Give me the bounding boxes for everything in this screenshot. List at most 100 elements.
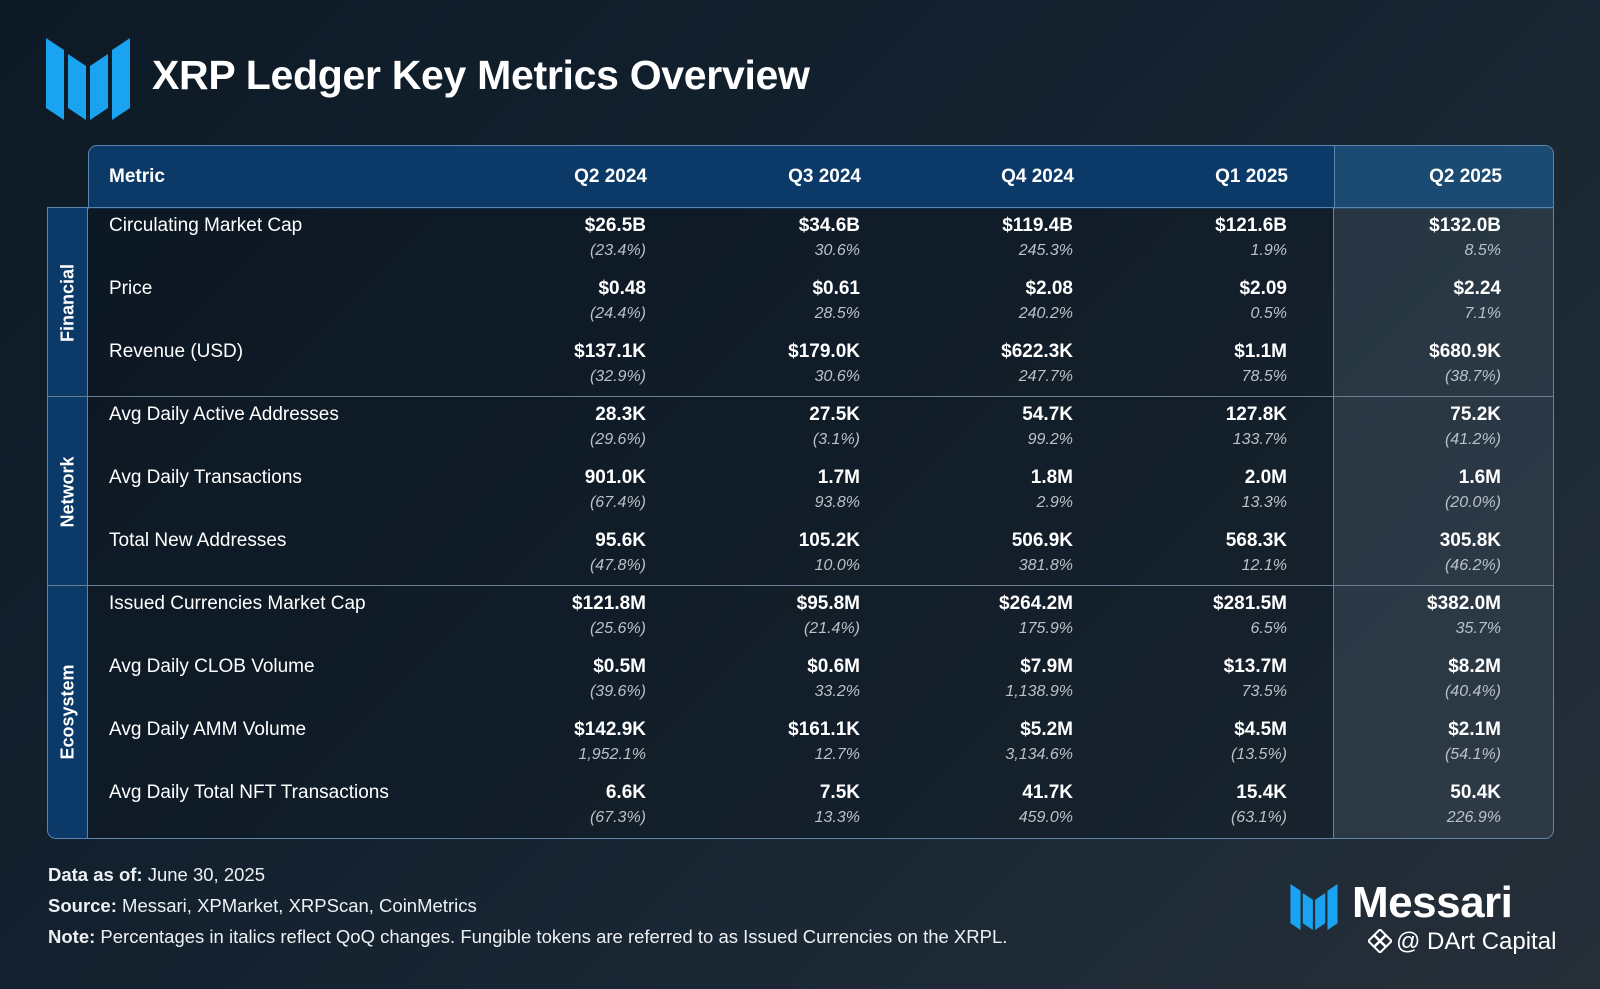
metric-value: $0.61 — [812, 278, 860, 299]
qoq-change: 10.0% — [814, 557, 860, 574]
qoq-change: 381.8% — [1018, 557, 1073, 574]
qoq-change: (29.6%) — [589, 431, 646, 448]
metric-value: $121.8M — [572, 593, 646, 614]
footer-note: Note: Percentages in italics reflect QoQ… — [48, 926, 1007, 948]
table-row: Total New Addresses 95.6K (47.8%) 105.2K 10.… — [48, 523, 1553, 586]
metric-name: Avg Daily Total NFT Transactions — [109, 782, 389, 803]
metric-value: $2.09 — [1239, 278, 1287, 299]
data-as-of-label: Data as of: — [48, 864, 143, 885]
metric-name: Circulating Market Cap — [109, 215, 303, 236]
metric-value: 127.8K — [1225, 404, 1287, 425]
metric-value: 41.7K — [1022, 782, 1073, 803]
metric-value: $281.5M — [1213, 593, 1287, 614]
column-header-q2-2025: Q2 2025 — [1429, 166, 1502, 187]
metric-value: $161.1K — [788, 719, 860, 740]
metric-value: $132.0B — [1429, 215, 1501, 236]
messari-brand-logo-icon — [1290, 884, 1338, 930]
qoq-change: (21.4%) — [803, 620, 860, 637]
metric-name: Price — [109, 278, 153, 299]
qoq-change: (3.1%) — [812, 431, 860, 448]
metric-value: $0.5M — [593, 656, 646, 677]
metric-value: 305.8K — [1439, 530, 1501, 551]
qoq-change: 133.7% — [1232, 431, 1287, 448]
metric-value: $119.4B — [1002, 215, 1073, 236]
column-header-metric: Metric — [109, 166, 165, 187]
footer-source: Source: Messari, XPMarket, XRPScan, Coin… — [48, 895, 477, 917]
qoq-change: (20.0%) — [1444, 494, 1501, 511]
qoq-change: (24.4%) — [589, 305, 646, 322]
metric-name: Avg Daily Active Addresses — [109, 404, 339, 425]
qoq-change: (41.2%) — [1444, 431, 1501, 448]
table-row: Avg Daily Active Addresses 28.3K (29.6%) 27… — [48, 397, 1553, 460]
metric-value: $179.0K — [788, 341, 860, 362]
messari-logo-icon — [46, 38, 130, 120]
metric-value: $34.6B — [798, 215, 860, 236]
column-header-q4-2024: Q4 2024 — [1001, 166, 1074, 187]
metric-value: 7.5K — [819, 782, 860, 803]
metric-value: $1.1M — [1234, 341, 1287, 362]
qoq-change: 78.5% — [1241, 368, 1287, 385]
qoq-change: 12.1% — [1241, 557, 1287, 574]
qoq-change: 1,138.9% — [1005, 683, 1073, 700]
qoq-change: (47.8%) — [589, 557, 646, 574]
metric-value: $95.8M — [796, 593, 860, 614]
metric-value: $137.1K — [574, 341, 646, 362]
qoq-change: (25.6%) — [589, 620, 646, 637]
data-as-of-value: June 30, 2025 — [147, 864, 265, 885]
table-body: Financial Network Ecosystem Circulating Ma… — [47, 207, 1554, 839]
highlighted-column-bg — [1333, 208, 1553, 838]
source-label: Source: — [48, 895, 117, 916]
table-row: Avg Daily CLOB Volume $0.5M (39.6%) $0.6M 33… — [48, 649, 1553, 712]
metric-name: Total New Addresses — [109, 530, 287, 551]
table-row: Revenue (USD) $137.1K (32.9%) $179.0K 30.6% $… — [48, 334, 1553, 397]
qoq-change: (67.4%) — [589, 494, 646, 511]
qoq-change: 7.1% — [1464, 305, 1501, 322]
metric-value: 2.0M — [1244, 467, 1287, 488]
metric-value: $2.08 — [1025, 278, 1073, 299]
group-divider — [48, 396, 1553, 397]
metric-value: 95.6K — [595, 530, 646, 551]
metric-value: 28.3K — [595, 404, 646, 425]
qoq-change: 99.2% — [1027, 431, 1073, 448]
qoq-change: (39.6%) — [589, 683, 646, 700]
page-title: XRP Ledger Key Metrics Overview — [152, 52, 810, 98]
metric-value: $121.6B — [1215, 215, 1287, 236]
watermark-text: @ DArt Capital — [1396, 928, 1557, 955]
qoq-change: 13.3% — [1241, 494, 1287, 511]
qoq-change: 3,134.6% — [1005, 746, 1073, 763]
metric-value: $7.9M — [1020, 656, 1073, 677]
table-row: Price $0.48 (24.4%) $0.61 28.5% $2.08 240.2% $2… — [48, 271, 1553, 334]
watermark: @ DArt Capital — [1368, 928, 1556, 956]
qoq-change: 8.5% — [1464, 242, 1501, 259]
qoq-change: 459.0% — [1018, 809, 1073, 826]
qoq-change: 13.3% — [814, 809, 860, 826]
qoq-change: 6.5% — [1250, 620, 1287, 637]
qoq-change: 245.3% — [1018, 242, 1073, 259]
qoq-change: 247.7% — [1018, 368, 1073, 385]
qoq-change: 33.2% — [814, 683, 860, 700]
qoq-change: (13.5%) — [1230, 746, 1287, 763]
qoq-change: (67.3%) — [589, 809, 646, 826]
metric-value: 901.0K — [584, 467, 646, 488]
metric-value: $264.2M — [999, 593, 1073, 614]
metric-value: 1.7M — [817, 467, 860, 488]
qoq-change: 240.2% — [1018, 305, 1073, 322]
note-value: Percentages in italics reflect QoQ chang… — [100, 926, 1008, 947]
metric-name: Avg Daily Transactions — [109, 467, 302, 488]
metric-value: 6.6K — [605, 782, 646, 803]
qoq-change: (40.4%) — [1444, 683, 1501, 700]
metric-value: $0.48 — [598, 278, 646, 299]
qoq-change: (32.9%) — [589, 368, 646, 385]
metric-value: 568.3K — [1225, 530, 1287, 551]
metric-value: $2.24 — [1453, 278, 1501, 299]
metric-value: $2.1M — [1448, 719, 1501, 740]
metric-name: Avg Daily AMM Volume — [109, 719, 307, 740]
table-row: Circulating Market Cap $26.5B (23.4%) $34.6… — [48, 208, 1553, 271]
qoq-change: (54.1%) — [1444, 746, 1501, 763]
table-row: Avg Daily Transactions 901.0K (67.4%) 1.7M 9… — [48, 460, 1553, 523]
category-column: Financial Network Ecosystem — [48, 208, 88, 838]
metric-value: $13.7M — [1223, 656, 1287, 677]
metric-value: 506.9K — [1011, 530, 1073, 551]
metric-value: $26.5B — [584, 215, 646, 236]
qoq-change: 35.7% — [1455, 620, 1501, 637]
